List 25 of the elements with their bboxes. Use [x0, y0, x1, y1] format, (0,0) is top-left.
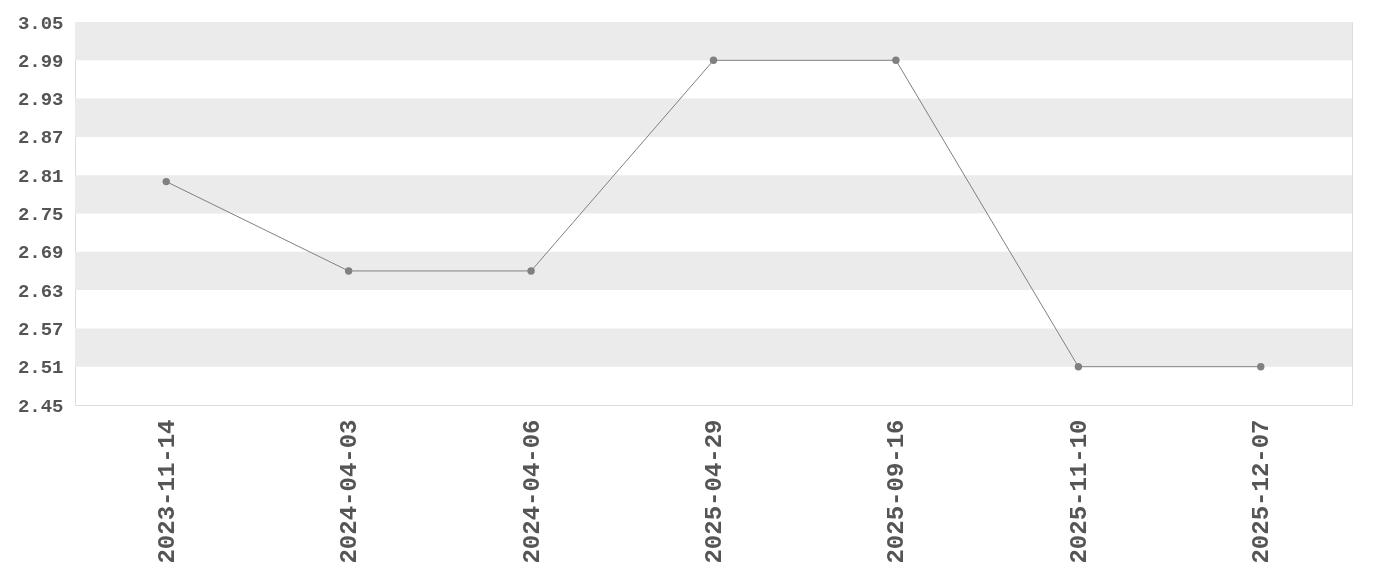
y-tick-label: 2.93: [17, 89, 64, 112]
point: [1257, 363, 1265, 371]
x-tick-label: 2024-04-06: [518, 419, 546, 564]
point: [709, 56, 718, 64]
x-tick-label: 2025-04-29: [701, 419, 728, 564]
x-tick-label: 2025-11-10: [1065, 419, 1093, 564]
y-tick-label: 2.51: [17, 357, 64, 380]
point: [892, 56, 900, 64]
x-tick-label: 2024-04-03: [336, 419, 364, 564]
point: [162, 177, 170, 186]
point: [344, 267, 353, 275]
point: [527, 267, 535, 275]
y-tick-label: 2.45: [17, 395, 64, 418]
x-tick-label: 2025-12-07: [1248, 419, 1276, 564]
y-tick-label: 2.63: [17, 280, 64, 303]
y-tick-label: 2.75: [17, 204, 64, 226]
x-tick-label: 2025-09-16: [883, 419, 911, 564]
y-tick-label: 2.57: [17, 318, 64, 341]
y-tick-label: 2.69: [17, 242, 64, 265]
y-tick-label: 3.05: [17, 12, 64, 35]
x-tick-label: 2023-11-14: [153, 419, 181, 564]
y-tick-label: 2.87: [17, 127, 64, 150]
y-tick-label: 2.81: [17, 165, 64, 188]
point: [1074, 363, 1083, 371]
y-tick-label: 2.99: [17, 50, 64, 73]
